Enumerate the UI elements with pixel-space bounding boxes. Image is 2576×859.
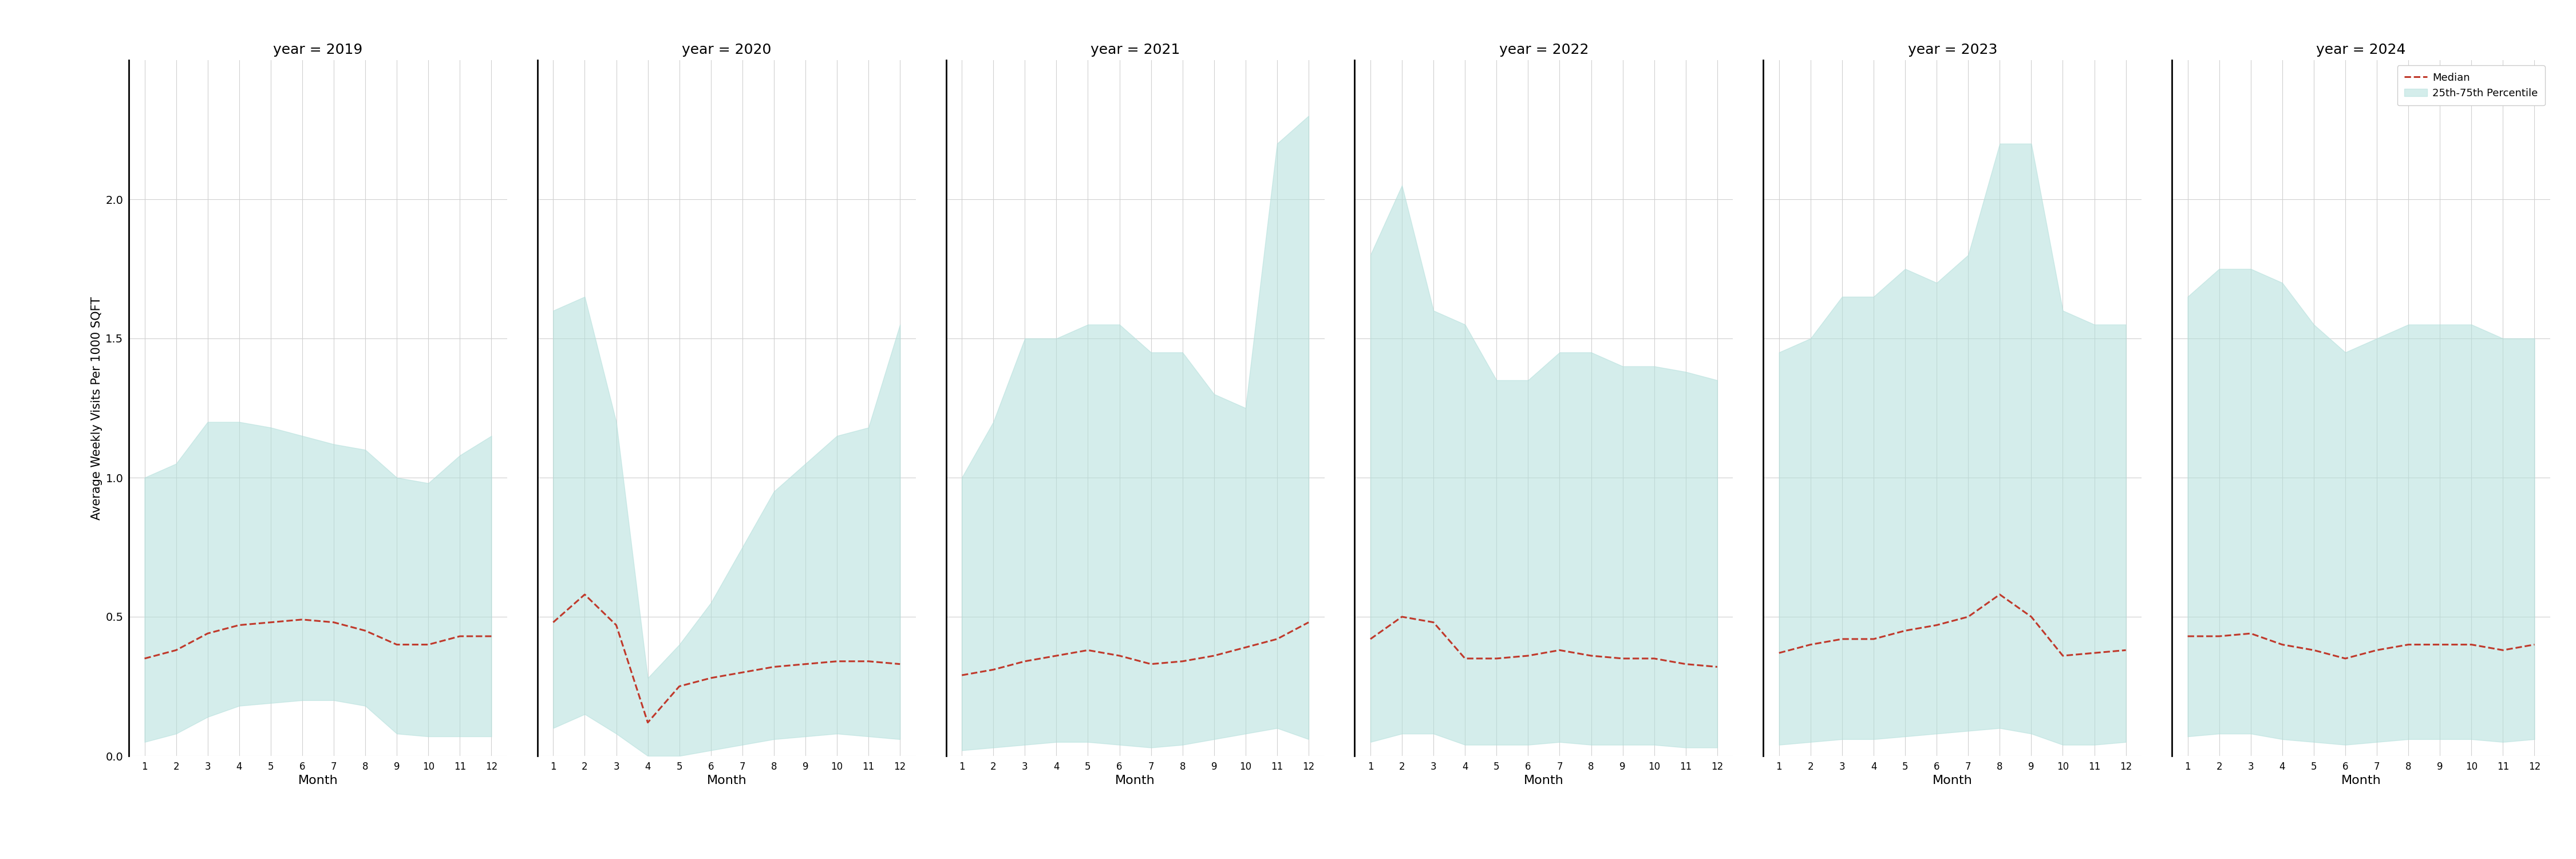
Median: [945, 670, 976, 680]
Median: [1136, 659, 1167, 669]
Y-axis label: Average Weekly Visits Per 1000 SQFT: Average Weekly Visits Per 1000 SQFT: [90, 296, 103, 520]
Median: [1703, 661, 1734, 672]
Median: [569, 589, 600, 600]
Median: [286, 614, 317, 624]
Median: [381, 639, 412, 649]
Median: [2298, 645, 2329, 655]
Title: year = 2022: year = 2022: [1499, 43, 1589, 57]
Median: [2236, 628, 2267, 638]
Median: [1669, 659, 1700, 669]
X-axis label: Month: Month: [2342, 775, 2380, 787]
Median: [1293, 617, 1324, 627]
Median: [412, 639, 443, 649]
Title: year = 2021: year = 2021: [1090, 43, 1180, 57]
Line: Median: Median: [2187, 633, 2535, 659]
Median: [1826, 634, 1857, 644]
Median: [1262, 634, 1293, 644]
Median: [726, 667, 757, 678]
Median: [1481, 654, 1512, 664]
Title: year = 2024: year = 2024: [2316, 43, 2406, 57]
Median: [129, 654, 160, 664]
Median: [1607, 654, 1638, 664]
Median: [1891, 625, 1922, 636]
Line: Median: Median: [144, 619, 492, 659]
Median: [757, 661, 788, 672]
Median: [1072, 645, 1103, 655]
Median: [2455, 639, 2486, 649]
Median: [1231, 643, 1262, 653]
X-axis label: Month: Month: [1115, 775, 1154, 787]
Title: year = 2019: year = 2019: [273, 43, 363, 57]
Median: [2267, 639, 2298, 649]
Line: Median: Median: [1780, 594, 2125, 655]
Median: [2110, 645, 2141, 655]
Median: [1512, 650, 1543, 661]
Median: [1765, 648, 1795, 658]
Median: [1638, 654, 1669, 664]
Median: [477, 631, 507, 642]
Median: [1010, 656, 1041, 667]
Median: [1577, 650, 1607, 661]
X-axis label: Month: Month: [299, 775, 337, 787]
Median: [1417, 617, 1448, 627]
Median: [1953, 612, 1984, 622]
Median: [2393, 639, 2424, 649]
Median: [1857, 634, 1888, 644]
Median: [1984, 589, 2014, 600]
Title: year = 2020: year = 2020: [683, 43, 770, 57]
Median: [255, 617, 286, 627]
Median: [791, 659, 822, 669]
Median: [1386, 612, 1417, 622]
Median: [1167, 656, 1198, 667]
Median: [319, 617, 350, 627]
Median: [160, 645, 191, 655]
X-axis label: Month: Month: [706, 775, 747, 787]
Median: [193, 628, 224, 638]
Median: [446, 631, 477, 642]
Median: [2488, 645, 2519, 655]
X-axis label: Month: Month: [1525, 775, 1564, 787]
Median: [1105, 650, 1136, 661]
Median: [2172, 631, 2202, 642]
Median: [1355, 634, 1386, 644]
Median: [979, 665, 1010, 675]
Median: [1198, 650, 1229, 661]
Legend: Median, 25th-75th Percentile: Median, 25th-75th Percentile: [2398, 65, 2545, 106]
Median: [696, 673, 726, 683]
Median: [2519, 639, 2550, 649]
Median: [822, 656, 853, 667]
Line: Median: Median: [961, 622, 1309, 675]
Median: [853, 656, 884, 667]
Line: Median: Median: [554, 594, 899, 722]
Title: year = 2023: year = 2023: [1909, 43, 1996, 57]
Median: [2362, 645, 2393, 655]
Median: [1922, 620, 1953, 631]
Median: [2017, 612, 2048, 622]
Median: [2048, 650, 2079, 661]
Median: [350, 625, 381, 636]
Median: [224, 620, 255, 631]
Line: Median: Median: [1370, 617, 1718, 667]
Median: [2202, 631, 2233, 642]
Median: [631, 717, 662, 728]
X-axis label: Month: Month: [1932, 775, 1973, 787]
Median: [1041, 650, 1072, 661]
Median: [600, 620, 631, 631]
Median: [884, 659, 914, 669]
Median: [2079, 648, 2110, 658]
Median: [2329, 654, 2360, 664]
Median: [2424, 639, 2455, 649]
Median: [1543, 645, 1574, 655]
Median: [538, 617, 569, 627]
Median: [1795, 639, 1826, 649]
Median: [665, 681, 696, 691]
Median: [1450, 654, 1481, 664]
